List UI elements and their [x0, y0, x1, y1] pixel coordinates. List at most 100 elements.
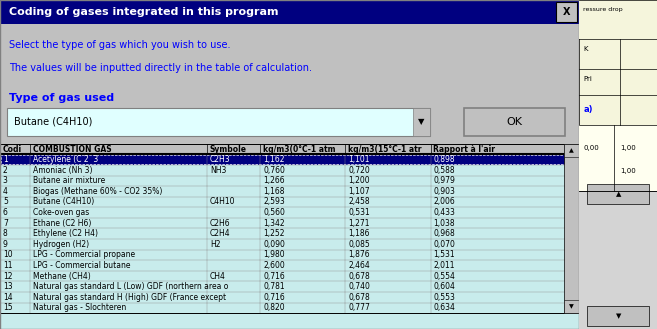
Text: 2,006: 2,006 [434, 197, 455, 207]
Text: Natural gas standard H (High) GDF (France except: Natural gas standard H (High) GDF (Franc… [33, 293, 226, 302]
Text: 1,00: 1,00 [620, 145, 635, 151]
Bar [0, 144, 579, 154]
Bar [579, 0, 657, 39]
Text: X: X [562, 7, 570, 17]
Text: 1,980: 1,980 [263, 250, 284, 259]
Text: 0,716: 0,716 [263, 271, 285, 281]
Bar [0, 154, 579, 165]
Text: 2,464: 2,464 [348, 261, 370, 270]
Text: H2: H2 [210, 240, 220, 249]
Text: C2H3: C2H3 [210, 155, 231, 164]
Bar [579, 191, 657, 329]
Bar [587, 306, 649, 326]
Text: 0,678: 0,678 [348, 293, 370, 302]
Text: 2: 2 [3, 166, 8, 175]
Text: 13: 13 [3, 282, 12, 291]
Text: 15: 15 [3, 303, 12, 312]
Text: 0,554: 0,554 [434, 271, 455, 281]
Text: 8: 8 [3, 229, 8, 238]
Bar [464, 108, 565, 136]
Text: 0,720: 0,720 [348, 166, 370, 175]
Text: 2,011: 2,011 [434, 261, 455, 270]
Text: Rapport à l'air: Rapport à l'air [434, 144, 495, 154]
Text: ▼: ▼ [616, 313, 621, 319]
Text: 6: 6 [3, 208, 8, 217]
Text: Type of gas used: Type of gas used [9, 93, 114, 103]
Text: ▲: ▲ [616, 191, 621, 197]
Text: C2H4: C2H4 [210, 229, 231, 238]
Text: 0,979: 0,979 [434, 176, 455, 185]
Text: 14: 14 [3, 293, 12, 302]
Text: 5: 5 [3, 197, 8, 207]
Text: Coke-oven gas: Coke-oven gas [33, 208, 89, 217]
Bar [587, 184, 649, 204]
Text: C2H6: C2H6 [210, 219, 231, 228]
Text: kg/m3(0°C-1 atm: kg/m3(0°C-1 atm [263, 144, 336, 154]
Bar [0, 144, 579, 329]
Text: 0,00: 0,00 [583, 145, 599, 151]
Text: LPG - Commercial butane: LPG - Commercial butane [33, 261, 131, 270]
Text: Hydrogen (H2): Hydrogen (H2) [33, 240, 89, 249]
Text: Methane (CH4): Methane (CH4) [33, 271, 91, 281]
Bar [0, 0, 579, 24]
Bar [556, 2, 577, 22]
Text: 0,531: 0,531 [348, 208, 370, 217]
Text: The values will be inputted directly in the table of calculation.: The values will be inputted directly in … [9, 63, 311, 73]
Text: CH4: CH4 [210, 271, 225, 281]
Text: Butane air mixture: Butane air mixture [33, 176, 105, 185]
Text: kg/m3(15°C-1 atr: kg/m3(15°C-1 atr [348, 144, 422, 154]
Bar [0, 144, 579, 313]
Text: 1,168: 1,168 [263, 187, 284, 196]
Text: 0,740: 0,740 [348, 282, 370, 291]
Text: 1,266: 1,266 [263, 176, 284, 185]
Text: Amoniac (Nh 3): Amoniac (Nh 3) [33, 166, 93, 175]
Text: 1,00: 1,00 [620, 168, 635, 174]
Text: 2,593: 2,593 [263, 197, 285, 207]
Text: 1: 1 [3, 155, 8, 164]
Text: 1,038: 1,038 [434, 219, 455, 228]
Text: 0,634: 0,634 [434, 303, 455, 312]
Text: Butane (C4H10): Butane (C4H10) [33, 197, 95, 207]
Bar [1, 155, 579, 164]
Text: OK: OK [507, 116, 522, 127]
Text: 0,898: 0,898 [434, 155, 455, 164]
Text: K: K [583, 46, 588, 52]
Text: 0,678: 0,678 [348, 271, 370, 281]
Text: Codi: Codi [3, 144, 22, 154]
Text: Natural gas standard L (Low) GDF (northern area o: Natural gas standard L (Low) GDF (northe… [33, 282, 229, 291]
Text: 1,342: 1,342 [263, 219, 284, 228]
Bar [413, 108, 430, 136]
Text: 0,560: 0,560 [263, 208, 285, 217]
Text: 4: 4 [3, 187, 8, 196]
Text: 0,820: 0,820 [263, 303, 284, 312]
Text: 1,876: 1,876 [348, 250, 370, 259]
Text: 0,070: 0,070 [434, 240, 455, 249]
Bar [564, 300, 579, 313]
Text: 0,085: 0,085 [348, 240, 370, 249]
Text: ressure drop: ressure drop [583, 7, 623, 12]
Text: 1,271: 1,271 [348, 219, 370, 228]
Text: 0,781: 0,781 [263, 282, 284, 291]
Text: C4H10: C4H10 [210, 197, 235, 207]
Text: 0,903: 0,903 [434, 187, 455, 196]
Text: 0,553: 0,553 [434, 293, 455, 302]
Text: 0,090: 0,090 [263, 240, 285, 249]
Text: Ethylene (C2 H4): Ethylene (C2 H4) [33, 229, 98, 238]
Text: 1,107: 1,107 [348, 187, 370, 196]
Text: Select the type of gas which you wish to use.: Select the type of gas which you wish to… [9, 40, 230, 50]
Text: 0,588: 0,588 [434, 166, 455, 175]
Text: 0,716: 0,716 [263, 293, 285, 302]
Text: 0,433: 0,433 [434, 208, 455, 217]
Text: 2,458: 2,458 [348, 197, 370, 207]
Text: 2,600: 2,600 [263, 261, 285, 270]
Text: Butane (C4H10): Butane (C4H10) [14, 116, 93, 127]
Text: 9: 9 [3, 240, 8, 249]
Text: 0,777: 0,777 [348, 303, 370, 312]
Text: 1,252: 1,252 [263, 229, 284, 238]
Text: Symbole: Symbole [210, 144, 247, 154]
Text: ▼: ▼ [569, 304, 574, 309]
Text: 1,200: 1,200 [348, 176, 370, 185]
Text: 10: 10 [3, 250, 12, 259]
Text: 1,101: 1,101 [348, 155, 370, 164]
Text: 1,162: 1,162 [263, 155, 284, 164]
